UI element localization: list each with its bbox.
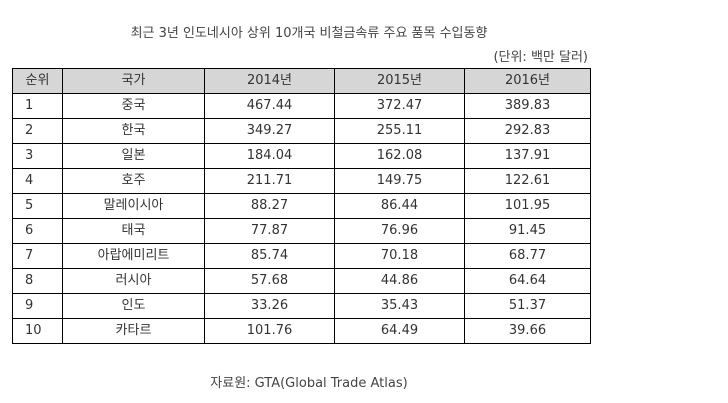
- cell-rank: 9: [12, 293, 63, 319]
- cell-2016: 51.37: [464, 293, 591, 319]
- header-2015: 2015년: [334, 68, 465, 94]
- cell-2015: 162.08: [334, 143, 465, 169]
- cell-2016: 389.83: [464, 93, 591, 119]
- cell-2014: 57.68: [204, 268, 335, 294]
- cell-2016: 101.95: [464, 193, 591, 219]
- cell-country: 일본: [62, 143, 205, 169]
- table-row: 6 태국 77.87 76.96 91.45: [12, 218, 591, 244]
- cell-2016: 91.45: [464, 218, 591, 244]
- cell-2014: 467.44: [204, 93, 335, 119]
- cell-country: 러시아: [62, 268, 205, 294]
- cell-2015: 149.75: [334, 168, 465, 194]
- table-row: 3 일본 184.04 162.08 137.91: [12, 143, 591, 169]
- cell-rank: 2: [12, 118, 63, 144]
- header-rank: 순위: [12, 68, 63, 94]
- cell-2014: 33.26: [204, 293, 335, 319]
- source-note: 자료원: GTA(Global Trade Atlas): [210, 376, 408, 391]
- cell-2015: 70.18: [334, 243, 465, 269]
- cell-2014: 184.04: [204, 143, 335, 169]
- cell-2016: 68.77: [464, 243, 591, 269]
- cell-country: 태국: [62, 218, 205, 244]
- cell-2015: 372.47: [334, 93, 465, 119]
- cell-rank: 6: [12, 218, 63, 244]
- cell-rank: 1: [12, 93, 63, 119]
- cell-rank: 7: [12, 243, 63, 269]
- cell-2015: 44.86: [334, 268, 465, 294]
- cell-2014: 349.27: [204, 118, 335, 144]
- cell-2014: 88.27: [204, 193, 335, 219]
- cell-rank: 10: [12, 318, 63, 344]
- table-row: 5 말레이시아 88.27 86.44 101.95: [12, 193, 591, 219]
- cell-country: 인도: [62, 293, 205, 319]
- cell-2016: 137.91: [464, 143, 591, 169]
- cell-2016: 64.64: [464, 268, 591, 294]
- cell-2016: 122.61: [464, 168, 591, 194]
- cell-2016: 292.83: [464, 118, 591, 144]
- cell-country: 한국: [62, 118, 205, 144]
- table-row: 9 인도 33.26 35.43 51.37: [12, 293, 591, 319]
- cell-country: 중국: [62, 93, 205, 119]
- cell-2015: 64.49: [334, 318, 465, 344]
- table-body: 1 중국 467.44 372.47 389.83 2 한국 349.27 255.11 292.…: [12, 93, 591, 344]
- table-row: 2 한국 349.27 255.11 292.83: [12, 118, 591, 144]
- table-row: 4 호주 211.71 149.75 122.61: [12, 168, 591, 194]
- header-2014: 2014년: [204, 68, 335, 94]
- cell-rank: 4: [12, 168, 63, 194]
- cell-2014: 101.76: [204, 318, 335, 344]
- import-trend-table: 순위 국가 2014년 2015년 2016년 1 중국 467.44 372.47 3…: [12, 68, 591, 344]
- cell-rank: 3: [12, 143, 63, 169]
- cell-2015: 255.11: [334, 118, 465, 144]
- cell-2014: 77.87: [204, 218, 335, 244]
- cell-2016: 39.66: [464, 318, 591, 344]
- cell-rank: 8: [12, 268, 63, 294]
- unit-note: (단위: 백만 달러): [493, 50, 588, 65]
- table-row: 1 중국 467.44 372.47 389.83: [12, 93, 591, 119]
- document-title: 최근 3년 인도네시아 상위 10개국 비철금속류 주요 품목 수입동향: [130, 26, 488, 41]
- cell-country: 호주: [62, 168, 205, 194]
- table-row: 7 아랍에미리트 85.74 70.18 68.77: [12, 243, 591, 269]
- header-2016: 2016년: [464, 68, 591, 94]
- table-header-row: 순위 국가 2014년 2015년 2016년: [12, 68, 591, 94]
- cell-2014: 85.74: [204, 243, 335, 269]
- cell-country: 카타르: [62, 318, 205, 344]
- cell-rank: 5: [12, 193, 63, 219]
- cell-2015: 86.44: [334, 193, 465, 219]
- table-row: 10 카타르 101.76 64.49 39.66: [12, 318, 591, 344]
- cell-2015: 76.96: [334, 218, 465, 244]
- cell-2014: 211.71: [204, 168, 335, 194]
- header-country: 국가: [62, 68, 205, 94]
- cell-2015: 35.43: [334, 293, 465, 319]
- cell-country: 말레이시아: [62, 193, 205, 219]
- cell-country: 아랍에미리트: [62, 243, 205, 269]
- table-row: 8 러시아 57.68 44.86 64.64: [12, 268, 591, 294]
